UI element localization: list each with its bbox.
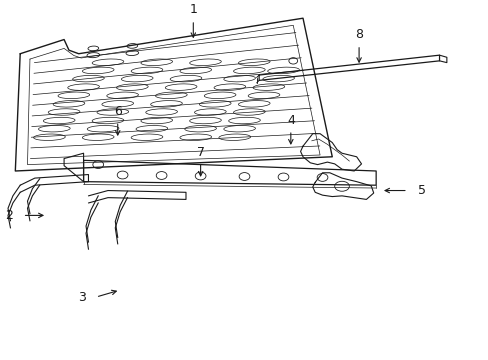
Polygon shape [83,160,375,185]
Text: 1: 1 [189,4,197,17]
Polygon shape [88,190,185,199]
Polygon shape [312,173,373,199]
Polygon shape [20,175,88,185]
Text: 4: 4 [286,113,294,127]
Polygon shape [15,18,331,171]
Text: 3: 3 [78,291,86,303]
Polygon shape [439,55,446,63]
Text: 6: 6 [114,105,122,118]
Polygon shape [64,153,83,182]
Polygon shape [259,55,439,80]
Text: 8: 8 [354,28,363,41]
Polygon shape [300,134,361,171]
Text: 2: 2 [5,209,13,222]
Text: 7: 7 [196,145,204,158]
Text: 5: 5 [417,184,425,197]
